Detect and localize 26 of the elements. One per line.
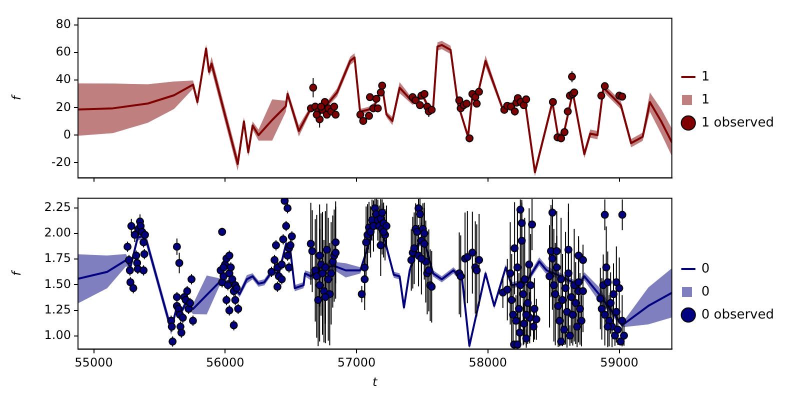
- y-tick-label: 2.25: [44, 200, 71, 214]
- y-tick-label: 1.75: [44, 251, 71, 266]
- legend-label: 1 observed: [701, 115, 774, 130]
- y-tick-label: 20: [56, 100, 71, 114]
- y-tick-label: 60: [56, 44, 71, 59]
- text: 0: [701, 284, 710, 300]
- legend-label: 1: [701, 69, 710, 84]
- y-axis-title: f: [9, 94, 24, 100]
- text: 1: [701, 92, 710, 108]
- y-tick-label: 2.00: [44, 226, 71, 240]
- y-tick-label: 40: [56, 72, 71, 86]
- legend-label: 0 observed: [701, 307, 774, 322]
- y-tick-label: 1.25: [44, 302, 71, 316]
- x-tick-label: 56000: [206, 356, 244, 370]
- y-tick-label: 1.00: [44, 328, 71, 342]
- y-tick-label: -20: [51, 154, 71, 169]
- y-tick-label: 0: [63, 127, 71, 142]
- legend-label: 0: [701, 261, 710, 276]
- x-tick-label: 58000: [468, 356, 507, 370]
- x-tick-label: 59000: [600, 356, 638, 370]
- x-tick-label: 57000: [337, 356, 376, 370]
- x-tick-label: 55000: [74, 356, 113, 370]
- y-tick-label: 1.50: [44, 276, 71, 291]
- y-axis-title: f: [9, 270, 24, 276]
- y-tick-label: 80: [56, 17, 71, 32]
- x-axis-title: t: [372, 374, 379, 389]
